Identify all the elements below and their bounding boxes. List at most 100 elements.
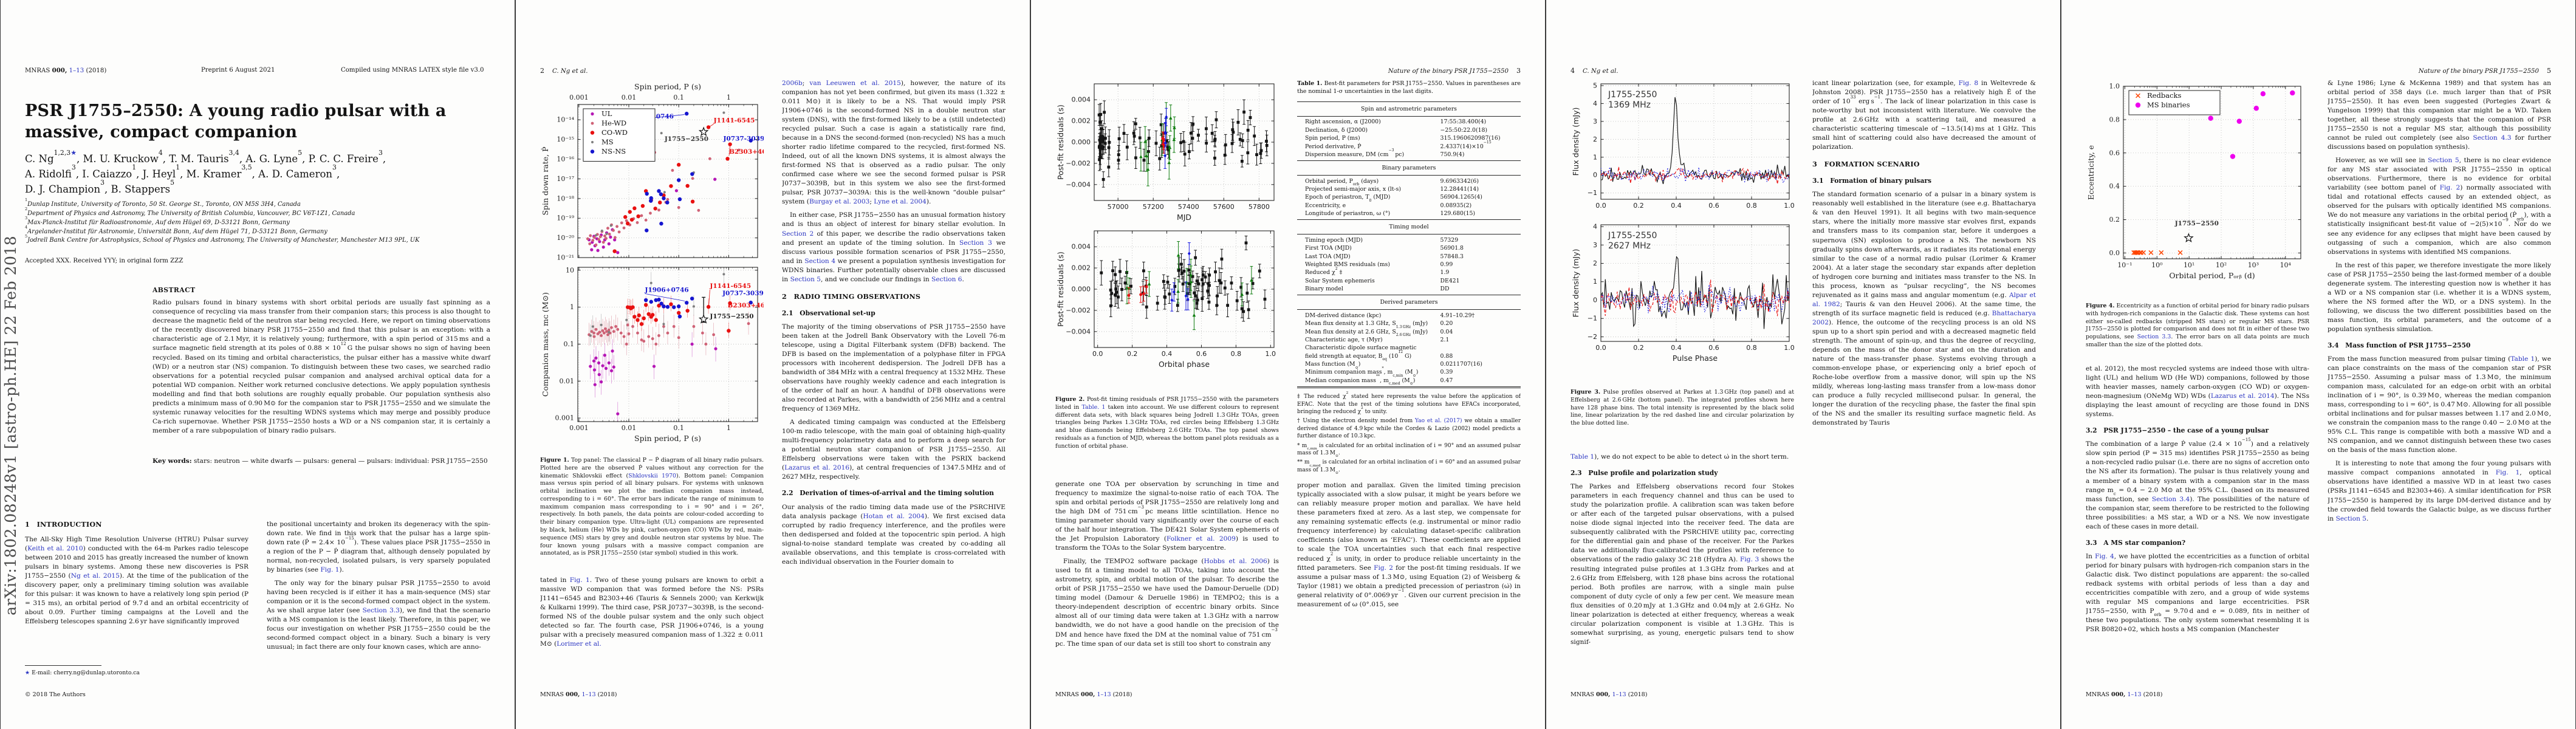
table-row: Eccentricity, e 0.08935(2) bbox=[1305, 202, 1472, 209]
svg-text:0: 0 bbox=[1593, 296, 1597, 304]
citation-link[interactable]: Shklovskii 1970 bbox=[628, 472, 677, 479]
citation-link[interactable]: Section 2 bbox=[782, 230, 814, 238]
citation-link[interactable]: Alpar et al. 1982 bbox=[1812, 291, 2036, 308]
figure-3-caption: Figure 3. Pulse profiles observed at Par… bbox=[1571, 389, 1794, 428]
email-star-icon: ★ bbox=[70, 148, 77, 157]
svg-text:4: 4 bbox=[1593, 223, 1597, 231]
citation-link[interactable]: Fig. 3 bbox=[1740, 556, 1759, 564]
svg-text:0.4: 0.4 bbox=[2109, 182, 2120, 190]
citation-link[interactable]: Fig. 1 bbox=[320, 566, 340, 574]
citation-link[interactable]: Fig. 2 bbox=[1374, 564, 1393, 572]
table-footnote: ** mc,med is calculated for an orbital i… bbox=[1297, 459, 1521, 476]
citation-link[interactable]: Fig. 2 bbox=[2439, 184, 2461, 192]
affiliation: 2Department of Physics and Astronomy, Th… bbox=[25, 206, 355, 217]
figure-4-caption-text: Eccentricity as a function of orbital pe… bbox=[2086, 303, 2309, 348]
affiliation-list: 1Dunlap Institute, University of Toronto… bbox=[25, 198, 490, 245]
citation-link[interactable]: 2006b bbox=[782, 80, 803, 87]
svg-text:1.0: 1.0 bbox=[1266, 350, 1276, 358]
journal-pages-link[interactable]: 1–13 bbox=[1097, 691, 1111, 698]
table-row: Characteristic dipole surface magnetic bbox=[1305, 344, 1417, 352]
svg-text:J0737-3039B: J0737-3039B bbox=[722, 290, 764, 297]
table-row: Dispersion measure, DM (cm−3 pc) 750.9(4) bbox=[1305, 148, 1465, 158]
citation-link[interactable]: Section 3.3 bbox=[362, 607, 400, 615]
paragraph: In Fig. 4, we have plotted the eccentric… bbox=[2086, 552, 2309, 634]
abstract-text: Radio pulsars found in binary systems wi… bbox=[152, 299, 490, 434]
citation-link[interactable]: Table 1 bbox=[1571, 453, 1595, 460]
svg-text:10⁴: 10⁴ bbox=[2280, 261, 2292, 269]
citation-link[interactable]: Burgay et al. 2003 bbox=[809, 198, 870, 206]
subsection-heading-young-pulsar: 3.2 PSR J1755−2550 – the case of a young… bbox=[2086, 426, 2269, 435]
citation-link[interactable]: Section 4.3 bbox=[2473, 134, 2512, 142]
section-heading-radio-timing: 2 RADIO TIMING OBSERVATIONS bbox=[782, 292, 921, 301]
subsection-heading-toa-derivation: 2.2 Derivation of times-of-arrival and t… bbox=[782, 489, 995, 498]
keywords-label: Key words: bbox=[152, 457, 192, 465]
citation-link[interactable]: Section 4 bbox=[804, 257, 836, 265]
figure-2-caption: Figure 2. Post-fit timing residuals of P… bbox=[1055, 396, 1279, 450]
table-row: Last TOA (MJD) 57848.3 bbox=[1305, 253, 1464, 260]
citation-link[interactable]: Fig. 1 bbox=[2495, 469, 2520, 477]
svg-text:Spin down rate, Ṗ: Spin down rate, Ṗ bbox=[541, 146, 550, 215]
page1-right-column: the positional uncertainty and broken it… bbox=[267, 520, 490, 681]
citation-link[interactable]: Keith et al. 2010 bbox=[27, 544, 83, 552]
table-row: Reduced χ2 ‡ 1.9 bbox=[1305, 266, 1450, 276]
citation-link[interactable]: Section 5 bbox=[2335, 515, 2367, 522]
citation-link[interactable]: Hobbs et al. 2006 bbox=[1204, 558, 1267, 566]
citation-link[interactable]: Ng et al. 2015 bbox=[70, 572, 120, 580]
figure-2-bottom-panel: 0.0 0.2 0.4 0.6 0.8 1.0 0.004 0.002 0.000 −0.002 −… bbox=[1055, 226, 1279, 382]
affiliation: 3Max-Planck-Institut für Radioastronomie… bbox=[25, 215, 290, 226]
citation-link[interactable]: Lazarus et al. 2014 bbox=[2210, 392, 2275, 400]
table-row: Timing epoch (MJD) 57329 bbox=[1305, 236, 1459, 244]
journal-pages-link[interactable]: 1–13 bbox=[2127, 691, 2142, 698]
svg-text:0.0: 0.0 bbox=[2109, 249, 2120, 257]
paragraph: the positional uncertainty and broken it… bbox=[267, 521, 490, 574]
svg-text:J1755−2550: J1755−2550 bbox=[664, 135, 708, 143]
citation-link[interactable]: Table. 1 bbox=[1081, 403, 1106, 411]
running-header: Nature of the binary PSR J1755−2550 3 bbox=[1388, 67, 1521, 75]
citation-link[interactable]: Fig. 1 bbox=[569, 577, 590, 584]
svg-text:10⁰: 10⁰ bbox=[2151, 261, 2163, 269]
citation-link[interactable]: Lorimer et al. bbox=[557, 640, 601, 648]
citation-link[interactable]: Bhattacharya 2002 bbox=[1812, 309, 2036, 326]
page3-right-column: Table 1. Best-fit parameters for PSR J17… bbox=[1297, 80, 1521, 683]
table-row: Median companion mass**, mc,med (M⊙) 0.47 bbox=[1305, 374, 1453, 386]
citation-link[interactable]: Lazarus et al. 2016 bbox=[784, 464, 850, 472]
svg-text:4: 4 bbox=[1593, 100, 1597, 108]
svg-text:10¹: 10¹ bbox=[2184, 261, 2194, 269]
citation-link[interactable]: Table 1 bbox=[2510, 355, 2535, 363]
svg-text:2: 2 bbox=[1593, 135, 1597, 143]
citation-link[interactable]: Hotan et al. 2004 bbox=[863, 512, 925, 520]
citation-link[interactable]: Fig. 8 bbox=[1958, 80, 1979, 87]
journal-name: MNRAS bbox=[1055, 691, 1079, 698]
citation-link[interactable]: Fig. 4 bbox=[2095, 552, 2114, 560]
citation-link[interactable]: Section 6 bbox=[931, 275, 962, 283]
table-footnote: † Using the electron density model from … bbox=[1297, 418, 1521, 440]
subsection-heading-formation-binary-pulsars: 3.1 Formation of binary pulsars bbox=[1812, 177, 1932, 185]
svg-text:0.8: 0.8 bbox=[1231, 350, 1242, 358]
citation-link[interactable]: Section 3.3 bbox=[2137, 334, 2171, 341]
paragraph: The combination of a large Ṗ value (2.4… bbox=[2086, 437, 2309, 530]
citation-link[interactable]: Section 3 bbox=[959, 239, 992, 247]
citation-link[interactable]: Folkner et al. 2009 bbox=[1166, 535, 1236, 543]
paragraph: In the rest of this paper, we therefore … bbox=[2328, 261, 2551, 333]
citation-link[interactable]: Section 5 bbox=[2428, 157, 2459, 165]
paragraph: Our analysis of the radio timing data ma… bbox=[782, 503, 1005, 566]
citation-link[interactable]: Lyne et al. 2004 bbox=[874, 198, 927, 206]
journal-pages-link[interactable]: 1–13 bbox=[1612, 691, 1626, 698]
journal-pages-link[interactable]: 1–13 bbox=[581, 691, 596, 698]
citation-link[interactable]: Yao et al. (2017) bbox=[1415, 418, 1462, 425]
svg-text:J1906+0746: J1906+0746 bbox=[644, 286, 688, 293]
journal-pages-link[interactable]: 1–13 bbox=[69, 67, 84, 74]
compiled-note: Compiled using MNRAS LATEX style file v3… bbox=[341, 67, 484, 74]
svg-text:1: 1 bbox=[1593, 153, 1597, 161]
svg-text:0.6: 0.6 bbox=[1708, 202, 1719, 210]
running-title: Nature of the binary PSR J1755−2550 bbox=[1388, 68, 1509, 75]
citation-link[interactable]: Section 5 bbox=[790, 275, 821, 283]
svg-text:10²: 10² bbox=[2216, 261, 2227, 269]
svg-text:10: 10 bbox=[566, 266, 574, 274]
svg-text:0.8: 0.8 bbox=[2109, 115, 2120, 123]
citation-link[interactable]: Section 3.4 bbox=[2151, 495, 2190, 503]
svg-text:0.6: 0.6 bbox=[1708, 344, 1719, 352]
citation-link[interactable]: van Leeuwen et al. 2015 bbox=[809, 80, 901, 87]
table-row: Orbital period, Porb (days) 9.6963342(6) bbox=[1305, 177, 1479, 187]
